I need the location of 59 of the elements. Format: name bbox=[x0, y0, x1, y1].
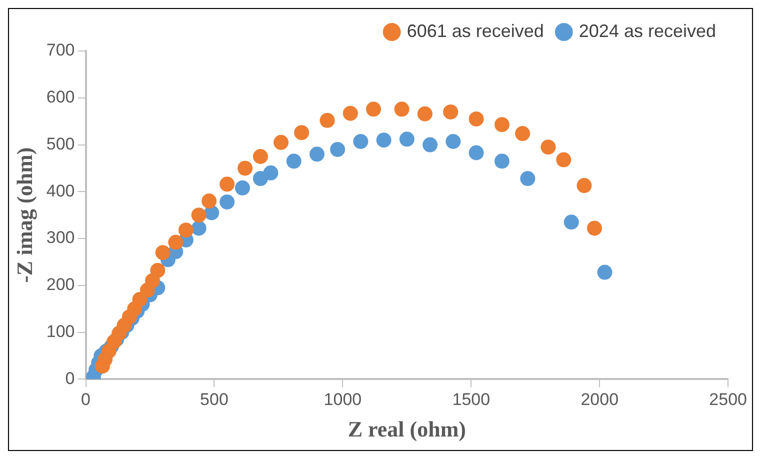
point bbox=[263, 165, 278, 180]
point bbox=[399, 132, 414, 147]
point bbox=[494, 117, 510, 132]
point bbox=[155, 245, 170, 260]
point bbox=[576, 178, 592, 194]
point bbox=[294, 125, 310, 140]
point bbox=[394, 102, 410, 117]
point bbox=[178, 222, 194, 238]
y-tick-label: 100 bbox=[46, 322, 75, 341]
point bbox=[376, 132, 392, 148]
point bbox=[220, 194, 235, 210]
point bbox=[132, 292, 148, 307]
point bbox=[320, 112, 335, 128]
x-axis-title: Z real (ohm) bbox=[348, 416, 466, 442]
x-tick-label: 2500 bbox=[709, 390, 748, 410]
point bbox=[252, 148, 268, 164]
y-tick-label: 700 bbox=[46, 40, 75, 60]
point bbox=[168, 234, 184, 250]
point bbox=[515, 126, 530, 142]
point bbox=[520, 171, 536, 186]
x-tick-label: 2000 bbox=[580, 390, 619, 410]
point bbox=[234, 180, 250, 196]
point bbox=[468, 111, 484, 126]
x-tick-label: 0 bbox=[81, 390, 90, 410]
point bbox=[446, 134, 461, 149]
legend-label: 6061 as received bbox=[406, 20, 544, 41]
x-tick-label: 1000 bbox=[324, 390, 362, 410]
point bbox=[238, 160, 253, 176]
point bbox=[330, 142, 346, 157]
point bbox=[191, 208, 206, 223]
x-tick-label: 1500 bbox=[452, 390, 490, 410]
point bbox=[342, 106, 358, 121]
y-tick-label: 500 bbox=[46, 134, 75, 154]
point bbox=[586, 220, 602, 236]
point bbox=[556, 152, 572, 168]
y-tick-label: 0 bbox=[65, 368, 75, 388]
y-tick-label: 400 bbox=[46, 181, 75, 200]
point bbox=[220, 176, 235, 192]
point bbox=[366, 102, 382, 117]
y-tick-label: 300 bbox=[46, 228, 75, 248]
point bbox=[202, 194, 217, 209]
x-tick-label: 500 bbox=[200, 390, 228, 410]
point bbox=[422, 137, 438, 152]
point bbox=[540, 140, 556, 155]
point bbox=[310, 146, 324, 162]
y-axis-title: -Z imag (ohm) bbox=[12, 147, 37, 283]
point bbox=[417, 106, 432, 122]
point bbox=[494, 154, 510, 169]
point bbox=[564, 214, 579, 230]
point bbox=[597, 264, 612, 280]
point bbox=[353, 134, 368, 149]
point bbox=[150, 262, 166, 278]
point bbox=[286, 154, 302, 169]
y-tick-label: 200 bbox=[46, 275, 75, 294]
y-tick-label: 600 bbox=[46, 88, 75, 107]
point bbox=[443, 104, 458, 120]
point bbox=[274, 134, 289, 150]
point bbox=[468, 145, 484, 160]
legend-label: 2024 as received bbox=[578, 20, 716, 41]
